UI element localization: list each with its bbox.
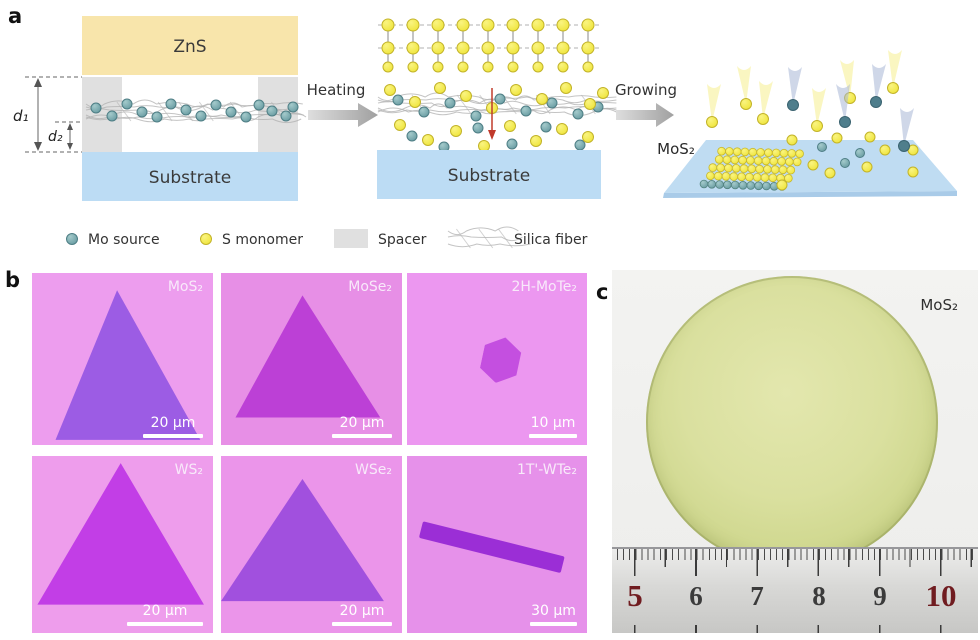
scale-bar: 20 µm bbox=[332, 415, 392, 438]
mos2-wafer bbox=[646, 276, 938, 568]
micrograph-tile-1t-wte2: 1T'-WTe₂ 30 µm bbox=[407, 456, 587, 633]
ruler-number: 6 bbox=[689, 581, 703, 611]
mo-source-dots bbox=[90, 98, 299, 123]
scale-bar: 20 µm bbox=[143, 415, 203, 438]
zns-block bbox=[82, 16, 298, 75]
scale-bar-line bbox=[530, 622, 577, 626]
scale-bar: 10 µm bbox=[529, 415, 577, 438]
heating-stage-diagram: Substrate bbox=[377, 18, 617, 199]
ruler: 5 6 7 8 9 10 bbox=[612, 547, 978, 633]
wafer-material-label: MoS₂ bbox=[920, 296, 958, 314]
substrate-edge bbox=[663, 191, 957, 198]
heating-arrow-icon bbox=[308, 103, 378, 127]
scale-bar-line bbox=[127, 622, 203, 626]
scale-bar-label: 20 µm bbox=[150, 415, 196, 431]
material-label: 2H-MoTe₂ bbox=[511, 279, 577, 295]
s-monomer-dots-middle bbox=[384, 82, 609, 152]
scale-bar-label: 10 µm bbox=[530, 415, 576, 431]
material-label: WSe₂ bbox=[355, 462, 392, 478]
micrograph-tile-2h-mote2: 2H-MoTe₂ 10 µm bbox=[407, 273, 587, 445]
scale-bar-line bbox=[529, 434, 577, 438]
panel-a-schematic: ZnS Substrate d₁ d₂ bbox=[13, 16, 957, 249]
dimension-arrowheads bbox=[34, 78, 73, 151]
scale-bar: 30 µm bbox=[530, 603, 577, 626]
scale-bar-label: 20 µm bbox=[339, 603, 385, 619]
source-stack-diagram: ZnS Substrate d₁ d₂ bbox=[13, 16, 307, 201]
ruler-number: 7 bbox=[750, 581, 764, 611]
panel-a-letter: a bbox=[8, 4, 23, 28]
dimension-marks bbox=[25, 76, 82, 153]
spacer-icon bbox=[334, 229, 368, 248]
mo-adatoms bbox=[817, 142, 865, 168]
substrate-left-label: Substrate bbox=[149, 168, 231, 188]
ruler-number: 10 bbox=[925, 578, 957, 613]
ruler-number: 5 bbox=[627, 578, 643, 613]
legend-spacer: Spacer bbox=[378, 232, 427, 248]
hexagon-flake bbox=[475, 333, 527, 387]
panel-b-letter: b bbox=[5, 268, 21, 292]
material-label: MoS₂ bbox=[167, 279, 203, 295]
s-adatoms bbox=[776, 131, 919, 191]
growing-stage-diagram: MoS₂ bbox=[657, 50, 957, 198]
heating-label: Heating bbox=[307, 81, 366, 99]
legend-mo-source: Mo source bbox=[88, 232, 160, 248]
d1-label: d₁ bbox=[13, 107, 29, 125]
micrograph-tile-wse2: WSe₂ 20 µm bbox=[221, 456, 402, 633]
panel-c-letter: c bbox=[596, 280, 609, 304]
s-monomer-icon bbox=[200, 233, 212, 245]
wafer-photo: MoS₂ 5 6 7 8 9 10 bbox=[612, 270, 978, 633]
zns-label: ZnS bbox=[173, 37, 206, 57]
scale-bar-line bbox=[332, 434, 392, 438]
scale-bar-label: 20 µm bbox=[142, 603, 188, 619]
legend-silica-fiber: Silica fiber bbox=[514, 232, 588, 248]
incoming-atoms bbox=[706, 50, 914, 152]
material-label: MoSe₂ bbox=[348, 279, 392, 295]
scale-bar-line bbox=[143, 434, 203, 438]
deposition-arrowhead bbox=[488, 130, 496, 140]
material-label: WS₂ bbox=[174, 462, 203, 478]
product-label: MoS₂ bbox=[657, 140, 695, 158]
ruler-number: 9 bbox=[873, 581, 887, 611]
ribbon-flake bbox=[419, 521, 565, 574]
silica-fiber-icon bbox=[447, 226, 531, 249]
growing-arrow-icon bbox=[616, 103, 674, 127]
material-label: 1T'-WTe₂ bbox=[516, 462, 577, 478]
micrograph-tile-mos2: MoS₂ 20 µm bbox=[32, 273, 213, 445]
micrograph-tile-ws2: WS₂ 20 µm bbox=[32, 456, 213, 633]
micrograph-tile-mose2: MoSe₂ 20 µm bbox=[221, 273, 402, 445]
zns-lattice bbox=[381, 18, 595, 73]
growing-label: Growing bbox=[615, 81, 677, 99]
d2-label: d₂ bbox=[48, 129, 63, 145]
mo-source-icon bbox=[66, 233, 78, 245]
substrate-left-block bbox=[82, 152, 298, 201]
substrate-middle-block bbox=[377, 150, 601, 199]
legend: Mo source S monomer Spacer Silica fiber bbox=[66, 226, 588, 249]
scale-bar: 20 µm bbox=[127, 603, 203, 626]
legend-s-monomer: S monomer bbox=[222, 232, 303, 248]
mo-source-dots-middle bbox=[392, 93, 604, 153]
substrate-middle-label: Substrate bbox=[448, 166, 530, 186]
ruler-number: 8 bbox=[812, 581, 826, 611]
scale-bar-line bbox=[332, 622, 392, 626]
scale-bar: 20 µm bbox=[332, 603, 392, 626]
scale-bar-label: 20 µm bbox=[339, 415, 385, 431]
scale-bar-label: 30 µm bbox=[531, 603, 576, 619]
